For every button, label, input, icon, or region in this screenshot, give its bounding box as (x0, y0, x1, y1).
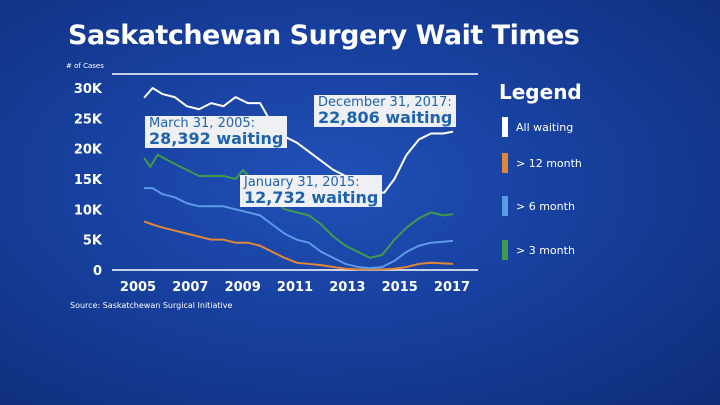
y-tick-label: 5K (83, 234, 103, 249)
callout-start: March 31, 2005: 28,392 waiting (145, 116, 288, 149)
series-line-12-month (143, 220, 454, 271)
callout-value: 28,392 waiting (149, 128, 284, 148)
legend-label: > 12 month (516, 156, 582, 170)
callout-min: January 31, 2015: 12,732 waiting (240, 175, 383, 208)
callout-end: December 31, 2017: 22,806 waiting (314, 95, 457, 128)
series-line-all-waiting (143, 87, 454, 194)
x-tick-label: 2005 (120, 280, 156, 295)
chart-title: Saskatchewan Surgery Wait Times (68, 20, 580, 51)
callout-date: December 31, 2017: (318, 95, 452, 110)
y-tick-label: 10K (74, 203, 103, 218)
legend-swatch (502, 196, 508, 216)
y-tick-label: 25K (74, 112, 103, 127)
x-tick-label: 2013 (329, 280, 365, 295)
y-axis-label: # of Cases (66, 62, 104, 70)
x-tick-label: 2017 (434, 280, 470, 295)
source-note: Source: Saskatchewan Surgical Initiative (70, 301, 233, 310)
callout-date: January 31, 2015: (244, 175, 360, 190)
y-tick-label: 30K (74, 82, 103, 97)
x-tick-label: 2015 (382, 280, 418, 295)
legend-title: Legend (499, 80, 582, 104)
legend-label: > 3 month (516, 243, 575, 257)
callout-date: March 31, 2005: (149, 116, 256, 131)
legend-item-12-month: > 12 month (502, 153, 582, 173)
y-tick-label: 0 (93, 264, 102, 279)
callout-value: 12,732 waiting (244, 187, 379, 207)
x-tick-label: 2007 (172, 280, 208, 295)
y-tick-label: 20K (74, 143, 103, 158)
legend-item-all: All waiting (502, 117, 573, 137)
legend-label: All waiting (516, 120, 574, 134)
series-line-6-month (144, 187, 454, 270)
legend-swatch (502, 240, 508, 260)
y-tick-label: 15K (74, 173, 103, 188)
x-tick-label: 2011 (277, 280, 313, 295)
legend-swatch (502, 117, 508, 137)
series-line-3-month (143, 153, 454, 259)
legend-item-3-month: > 3 month (502, 240, 575, 260)
x-tick-label: 2009 (225, 280, 261, 295)
legend-item-6-month: > 6 month (502, 196, 575, 216)
legend-swatch (502, 153, 508, 173)
callout-value: 22,806 waiting (318, 107, 453, 127)
legend-label: > 6 month (516, 199, 575, 213)
